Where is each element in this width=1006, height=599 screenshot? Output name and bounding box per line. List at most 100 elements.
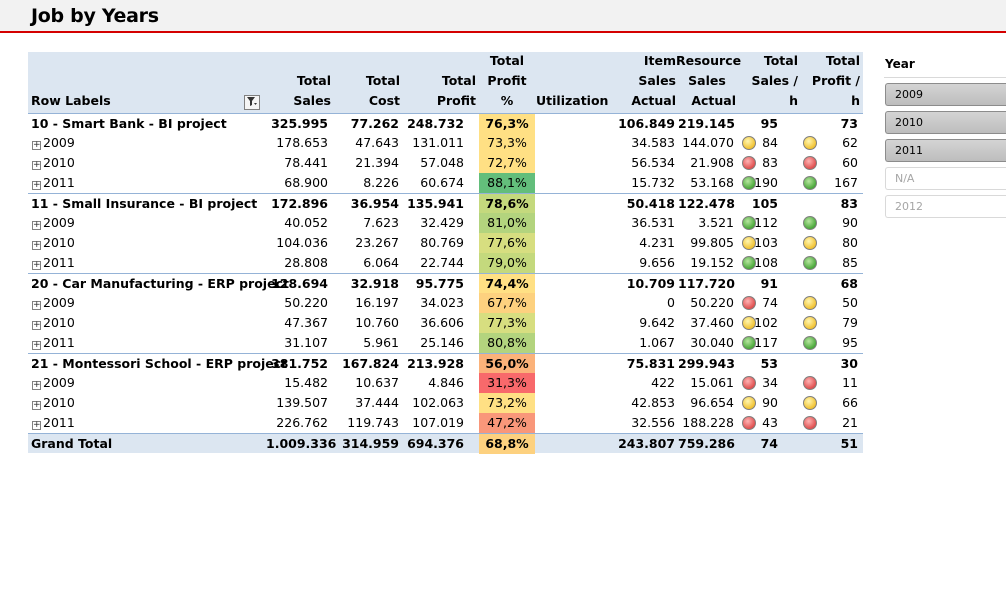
row-label-text: 10 - Smart Bank - BI project <box>31 116 227 131</box>
yellow-status-icon <box>803 136 817 150</box>
profit-pct-cell: 88,1% <box>479 173 535 193</box>
total-profit-cell: 135.941 <box>407 196 464 211</box>
expand-plus-icon[interactable]: + <box>32 260 41 270</box>
expand-plus-icon[interactable]: + <box>32 320 41 330</box>
total-cost-cell: 21.394 <box>355 155 399 170</box>
row-label-text: 2011 <box>43 415 75 430</box>
profit-pct-cell: 31,3% <box>479 373 535 393</box>
red-status-icon <box>803 376 817 390</box>
total-cost-header: Total Cost <box>365 73 400 108</box>
sales-per-hour-cell: 102 <box>754 315 778 330</box>
row-label: +2009 <box>32 293 75 313</box>
sales-per-hour-cell: 190 <box>754 175 778 190</box>
expand-plus-icon[interactable]: + <box>32 300 41 310</box>
red-status-icon <box>742 296 756 310</box>
total-cost-cell: 167.824 <box>342 356 399 371</box>
year-row: +2011 226.762 119.743 107.019 47,2% 32.556 188… <box>28 413 863 433</box>
resource-sales-cell: 30.040 <box>690 335 734 350</box>
profit-pct-header: Total Profit % <box>487 53 527 108</box>
row-label: 11 - Small Insurance - BI project <box>31 194 257 214</box>
expand-plus-icon[interactable]: + <box>32 220 41 230</box>
total-profit-header: Total Profit <box>436 73 476 108</box>
sales-per-hour-cell: 83 <box>762 155 778 170</box>
total-cost-cell: 16.197 <box>355 295 399 310</box>
slicer-item-2011[interactable]: 2011 <box>885 139 1006 162</box>
pivot-table: Row Labels Total Sales Total Cost Total … <box>28 52 863 454</box>
expand-plus-icon[interactable]: + <box>32 420 41 430</box>
item-sales-cell: 422 <box>651 375 675 390</box>
row-label-text: 2010 <box>43 155 75 170</box>
row-label-text: 2009 <box>43 375 75 390</box>
row-label: Grand Total <box>31 434 112 454</box>
total-cost-cell: 5.961 <box>363 335 399 350</box>
expand-plus-icon[interactable]: + <box>32 400 41 410</box>
year-row: +2010 104.036 23.267 80.769 77,6% 4.231 99.805… <box>28 233 863 253</box>
resource-sales-cell: 99.805 <box>690 235 734 250</box>
row-label: +2009 <box>32 373 75 393</box>
profit-pct-cell: 80,8% <box>479 333 535 353</box>
expand-plus-icon[interactable]: + <box>32 180 41 190</box>
row-label: 10 - Smart Bank - BI project <box>31 114 227 134</box>
slicer-item-2012[interactable]: 2012 <box>885 195 1006 218</box>
yellow-status-icon <box>742 316 756 330</box>
year-row: +2010 139.507 37.444 102.063 73,2% 42.853 96.6… <box>28 393 863 413</box>
total-sales-cell: 31.107 <box>284 335 328 350</box>
year-row: +2010 47.367 10.760 36.606 77,3% 9.642 37.460 1… <box>28 313 863 333</box>
green-status-icon <box>742 336 756 350</box>
sales-per-hour-cell: 108 <box>754 255 778 270</box>
slicer-item-na[interactable]: N/A <box>885 167 1006 190</box>
project-row: 20 - Car Manufacturing - ERP project 128.… <box>28 273 863 294</box>
total-sales-cell: 68.900 <box>284 175 328 190</box>
expand-plus-icon[interactable]: + <box>32 380 41 390</box>
total-profit-cell: 80.769 <box>420 235 464 250</box>
row-label: 20 - Car Manufacturing - ERP project <box>31 274 289 294</box>
item-sales-cell: 36.531 <box>631 215 675 230</box>
item-sales-cell: 1.067 <box>639 335 675 350</box>
slicer-item-2009[interactable]: 2009 <box>885 83 1006 106</box>
green-status-icon <box>742 256 756 270</box>
total-sales-cell: 28.808 <box>284 255 328 270</box>
green-status-icon <box>742 216 756 230</box>
red-status-icon <box>803 156 817 170</box>
resource-sales-cell: 37.460 <box>690 315 734 330</box>
profit-per-hour-cell: 80 <box>842 235 858 250</box>
year-row: +2009 15.482 10.637 4.846 31,3% 422 15.061 34 11 <box>28 373 863 393</box>
total-cost-cell: 7.623 <box>363 215 399 230</box>
slicer-item-2010[interactable]: 2010 <box>885 111 1006 134</box>
total-cost-cell: 23.267 <box>355 235 399 250</box>
total-cost-cell: 8.226 <box>363 175 399 190</box>
resource-sales-cell: 50.220 <box>690 295 734 310</box>
row-label-text: 2009 <box>43 215 75 230</box>
expand-plus-icon[interactable]: + <box>32 340 41 350</box>
expand-plus-icon[interactable]: + <box>32 240 41 250</box>
total-sales-cell: 78.441 <box>284 155 328 170</box>
grand-total-row: Grand Total 1.009.336 314.959 694.376 68,8% 2… <box>28 433 863 454</box>
profit-pct-cell: 73,2% <box>479 393 535 413</box>
year-row: +2011 28.808 6.064 22.744 79,0% 9.656 19.152 10… <box>28 253 863 273</box>
resource-sales-cell: 15.061 <box>690 375 734 390</box>
profit-pct-cell: 68,8% <box>479 434 535 454</box>
row-labels-header: Row Labels <box>31 93 111 108</box>
row-label: +2011 <box>32 253 75 273</box>
resource-sales-cell: 299.943 <box>678 356 735 371</box>
profit-pct-cell: 81,0% <box>479 213 535 233</box>
row-label: +2011 <box>32 413 75 433</box>
row-label: 21 - Montessori School - ERP project <box>31 354 287 374</box>
filter-dropdown-icon[interactable] <box>244 95 260 110</box>
item-sales-cell: 15.732 <box>631 175 675 190</box>
total-profit-cell: 22.744 <box>420 255 464 270</box>
project-row: 10 - Smart Bank - BI project 325.995 77.26… <box>28 113 863 134</box>
resource-sales-cell: 122.478 <box>678 196 735 211</box>
item-sales-cell: 56.534 <box>631 155 675 170</box>
profit-pct-cell: 67,7% <box>479 293 535 313</box>
pivot-body: 10 - Smart Bank - BI project 325.995 77.26… <box>28 113 863 454</box>
row-label: +2010 <box>32 313 75 333</box>
sales-per-hour-cell: 84 <box>762 135 778 150</box>
year-row: +2011 68.900 8.226 60.674 88,1% 15.732 53.168 1… <box>28 173 863 193</box>
expand-plus-icon[interactable]: + <box>32 140 41 150</box>
sales-per-hour-cell: 117 <box>754 335 778 350</box>
item-sales-cell: 34.583 <box>631 135 675 150</box>
profit-pct-cell: 78,6% <box>479 194 535 214</box>
total-cost-cell: 10.637 <box>355 375 399 390</box>
expand-plus-icon[interactable]: + <box>32 160 41 170</box>
